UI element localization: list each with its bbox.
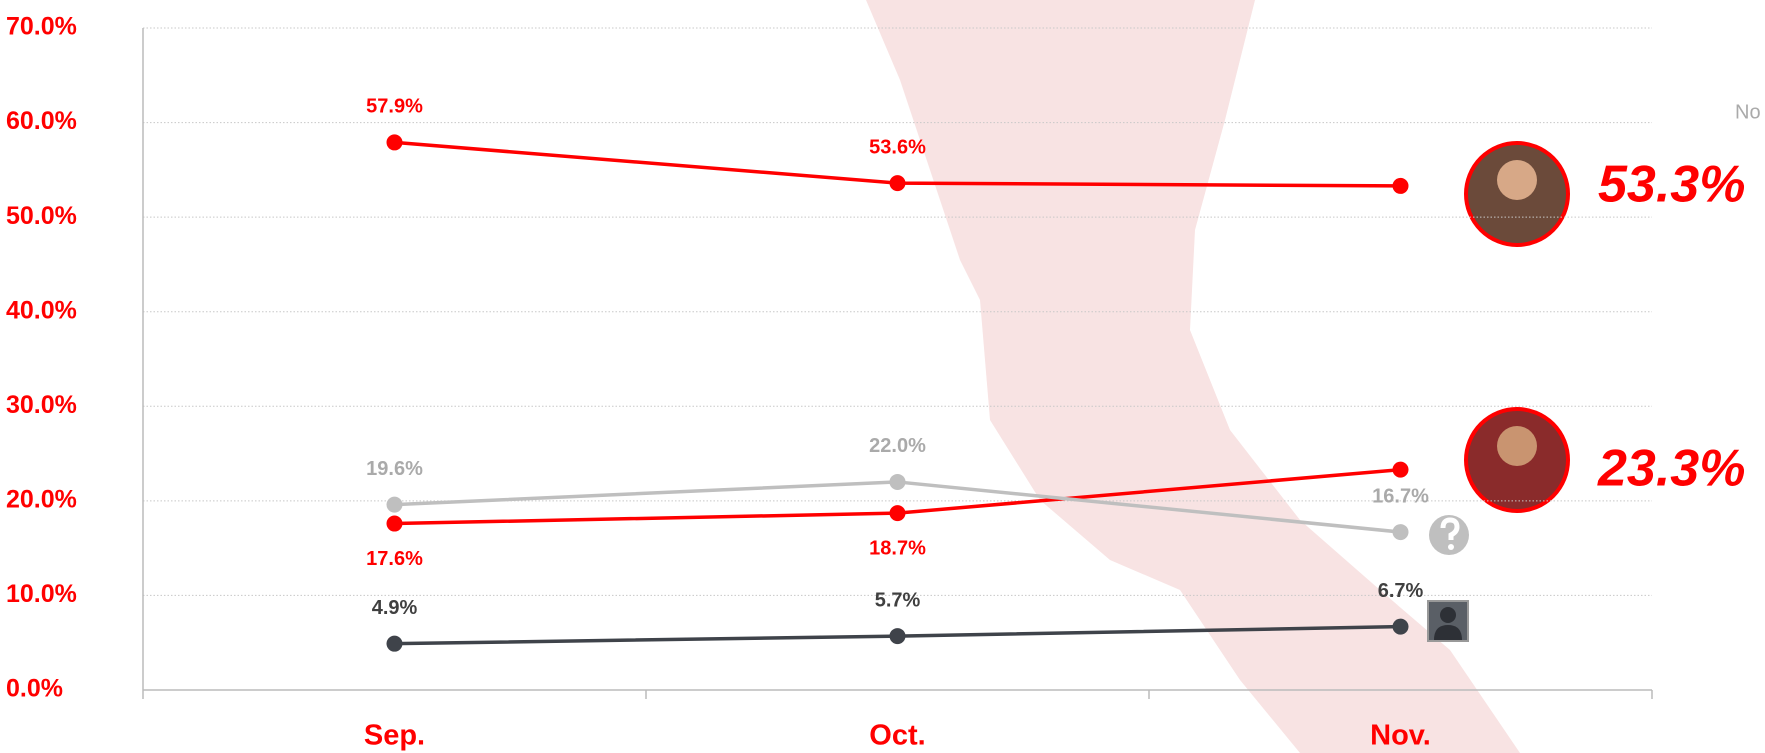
value-label: 19.6% [366, 458, 423, 480]
question-dot [1448, 544, 1454, 550]
value-label: 16.7% [1372, 485, 1429, 507]
corner-note: No [1735, 101, 1761, 123]
end-label: 53.3% [1598, 156, 1745, 214]
x-tick-label: Sep. [364, 720, 425, 752]
point [387, 516, 403, 532]
point [890, 175, 906, 191]
value-label: 22.0% [869, 435, 926, 457]
value-label: 53.6% [869, 136, 926, 158]
point [387, 497, 403, 513]
value-label: 57.9% [366, 96, 423, 118]
value-label: 6.7% [1378, 580, 1424, 602]
photo-face [1497, 160, 1537, 200]
icons [1428, 143, 1568, 641]
point [1393, 462, 1409, 478]
y-tick-label: 20.0% [6, 485, 77, 513]
point [1393, 524, 1409, 540]
y-tick-label: 10.0% [6, 580, 77, 608]
point [1393, 619, 1409, 635]
y-tick-label: 30.0% [6, 391, 77, 419]
y-tick-label: 70.0% [6, 13, 77, 41]
y-tick-label: 50.0% [6, 202, 77, 230]
point [890, 628, 906, 644]
point [387, 134, 403, 150]
x-tick-label: Oct. [869, 720, 925, 752]
x-tick-label: Nov. [1370, 720, 1431, 752]
map-background [866, 0, 1520, 753]
value-label: 18.7% [869, 537, 926, 559]
y-tick-label: 0.0% [6, 675, 63, 703]
page: No 0.0% 10.0% 20.0% 30.0% 40.0% 50.0% 60.0% 70.… [0, 0, 1765, 753]
y-tick-label: 40.0% [6, 296, 77, 324]
chart: No 0.0% 10.0% 20.0% 30.0% 40.0% 50.0% 60.0% 70.… [0, 0, 1765, 753]
end-label: 23.3% [1597, 439, 1745, 497]
y-tick-label: 60.0% [6, 107, 77, 135]
person-head [1440, 607, 1456, 623]
point [1393, 178, 1409, 194]
point [890, 474, 906, 490]
value-label: 17.6% [366, 548, 423, 570]
photo-face [1497, 426, 1537, 466]
value-label: 4.9% [372, 597, 418, 619]
value-label: 5.7% [875, 589, 921, 611]
point [890, 505, 906, 521]
point [387, 636, 403, 652]
